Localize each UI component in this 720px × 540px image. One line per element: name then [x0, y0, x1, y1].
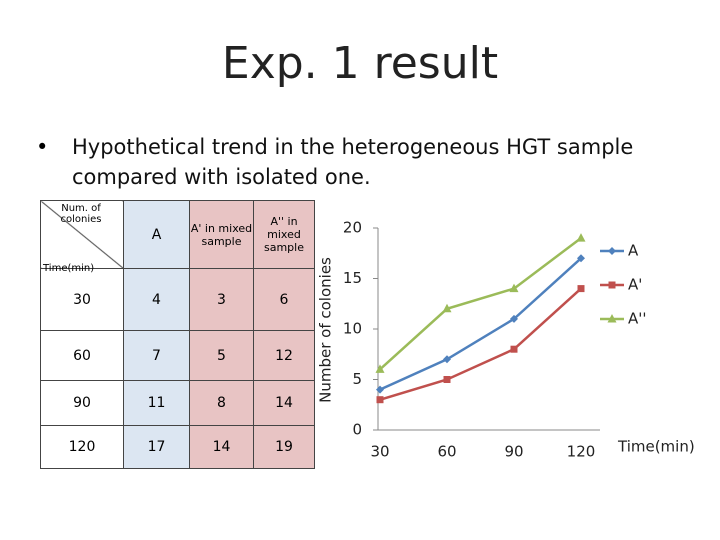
table-cell: 12 — [253, 330, 315, 381]
x-tick-label: 120 — [567, 443, 596, 461]
legend-label: A'' — [628, 310, 647, 328]
table-cell: 5 — [189, 330, 254, 381]
marker — [509, 283, 519, 293]
table-cell: 11 — [123, 380, 190, 426]
legend-label: A' — [628, 276, 642, 294]
table-cell: 4 — [123, 268, 190, 331]
table-cell: 8 — [189, 380, 254, 426]
slide-title: Exp. 1 result — [221, 38, 499, 89]
corner-top: Num. of colonies — [60, 203, 102, 225]
marker — [576, 233, 586, 242]
bullet-dot: • — [36, 135, 49, 159]
marker — [608, 247, 616, 255]
marker — [442, 303, 452, 313]
corner-cell: Num. of colonies Time(min) — [40, 200, 124, 274]
bullet-text: Hypothetical trend in the heterogeneous … — [72, 135, 634, 189]
table-cell: 60 — [40, 330, 124, 381]
x-tick-label: 60 — [437, 443, 456, 461]
marker — [443, 376, 451, 383]
table-cell: 17 — [123, 425, 190, 469]
y-tick-label: 0 — [352, 421, 362, 439]
y-tick-label: 5 — [352, 370, 362, 388]
header-cell: A' in mixed sample — [189, 200, 254, 269]
header-cell: A — [123, 200, 190, 269]
marker — [608, 281, 616, 289]
table-cell: 90 — [40, 380, 124, 426]
marker — [375, 364, 385, 373]
marker — [376, 385, 384, 394]
table-cell: 14 — [189, 425, 254, 469]
marker — [607, 314, 617, 323]
series-line — [379, 257, 582, 391]
table-cell: 7 — [123, 330, 190, 381]
x-axis-label: Time(min) — [617, 438, 695, 456]
corner-bottom: Time(min) — [43, 263, 95, 274]
y-tick-label: 15 — [343, 269, 362, 287]
header-cell: A'' in mixed sample — [253, 200, 315, 269]
legend-label: A — [628, 242, 639, 260]
marker — [577, 285, 585, 293]
x-tick-label: 90 — [504, 443, 523, 461]
table-cell: 6 — [253, 268, 315, 331]
marker — [376, 396, 384, 404]
marker — [510, 314, 518, 323]
data-table: Num. of colonies Time(min) A A' in mixed… — [40, 200, 315, 469]
marker — [443, 355, 451, 364]
y-tick-label: 10 — [343, 320, 362, 338]
y-tick-label: 20 — [343, 219, 362, 237]
table-cell: 19 — [253, 425, 315, 469]
series-line — [379, 237, 582, 371]
y-axis-label: Number of colonies — [317, 257, 335, 403]
table-cell: 120 — [40, 425, 124, 469]
series-line — [379, 287, 582, 401]
marker — [510, 345, 518, 353]
x-tick-label: 30 — [370, 443, 389, 461]
marker — [577, 254, 585, 263]
